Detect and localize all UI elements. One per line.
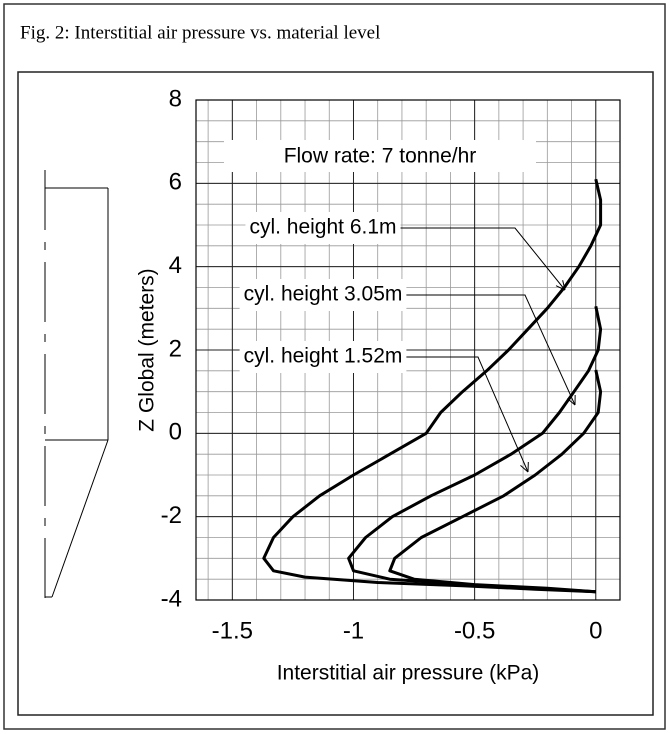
series-label-background xyxy=(239,279,407,311)
y-tick-label: 0 xyxy=(169,419,182,446)
leader-arrowhead xyxy=(567,394,576,406)
series-label: cyl. height 3.05m xyxy=(244,283,403,306)
y-tick-label: 2 xyxy=(169,335,182,362)
y-tick-label: -4 xyxy=(161,585,182,612)
chart-title: Flow rate: 7 tonne/hr xyxy=(284,145,477,168)
leader-arrowhead xyxy=(555,280,566,291)
data-line xyxy=(262,178,603,594)
y-axis-label: Z Global (meters) xyxy=(136,268,159,431)
x-tick-label: 0 xyxy=(589,617,602,644)
y-tick-label: 6 xyxy=(169,169,182,196)
y-tick-label: 8 xyxy=(169,85,182,112)
x-axis-label: Interstitial air pressure (kPa) xyxy=(277,662,540,685)
leader-arrowhead xyxy=(520,461,529,473)
silo-line xyxy=(51,439,109,598)
data-line xyxy=(347,305,603,594)
leader-line xyxy=(406,356,529,473)
plot: -1.5 -1 -0.5 0 -4 -2 0 2 4 6 8 Interstitial air pre… xyxy=(136,85,621,685)
y-tick-label: 4 xyxy=(169,252,182,279)
x-tick-label: -1.5 xyxy=(212,617,253,644)
chart-border xyxy=(17,71,654,716)
series-label-background xyxy=(245,212,401,244)
leader-line xyxy=(406,294,576,406)
silo-schematic xyxy=(44,170,109,600)
series-label-background xyxy=(239,341,407,373)
x-tick-label: -1 xyxy=(343,617,364,644)
figure-caption: Fig. 2: Interstitial air pressure vs. ma… xyxy=(20,22,380,43)
data-line xyxy=(388,369,603,594)
series-label: cyl. height 6.1m xyxy=(249,216,396,239)
plot-frame xyxy=(195,99,621,601)
x-tick-label: -0.5 xyxy=(454,617,495,644)
title-background xyxy=(224,140,536,172)
series-label: cyl. height 1.52m xyxy=(244,345,403,368)
leader-line xyxy=(400,227,566,291)
y-tick-label: -2 xyxy=(161,502,182,529)
